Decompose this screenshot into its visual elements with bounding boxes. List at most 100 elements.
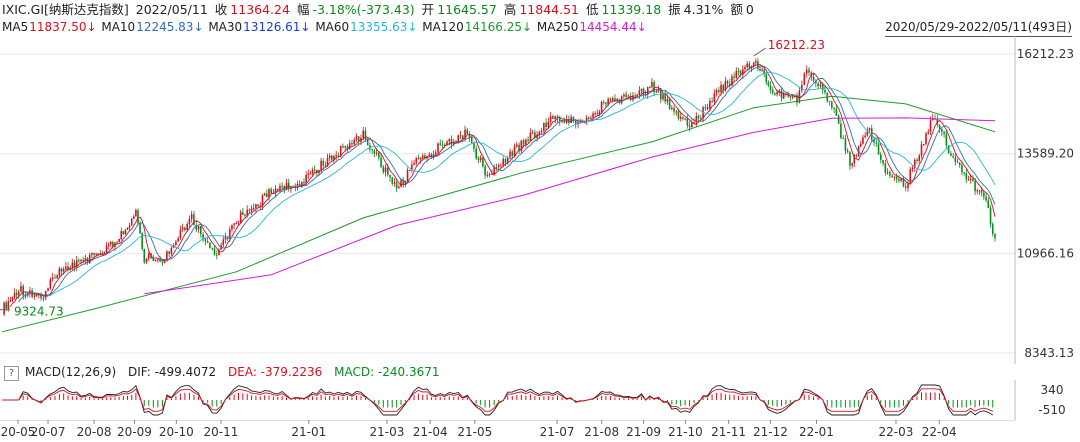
candle-body [84, 258, 87, 261]
candle-body [5, 302, 7, 309]
candle-body [511, 151, 514, 157]
candle-body [268, 189, 270, 198]
candle-body [49, 279, 52, 289]
candle-body [677, 111, 680, 119]
candle-body [242, 212, 244, 216]
macd-legend: ? MACD(12,26,9) DIF: -499.4072 DEA: -379.… [0, 364, 440, 381]
candle-body [695, 115, 698, 123]
candle-body [596, 113, 599, 115]
candle-body [411, 164, 413, 170]
candle-body [513, 146, 516, 157]
candle-body [60, 268, 63, 272]
candle-body [693, 122, 695, 124]
candle-body [65, 266, 67, 270]
candle-body [884, 163, 887, 173]
candle-body [78, 260, 80, 262]
candle-body [107, 244, 110, 246]
candle-body [380, 157, 382, 168]
candle-body [333, 156, 335, 160]
candle-body [190, 214, 193, 219]
macd-title[interactable]: MACD(12,26,9) [25, 365, 117, 379]
y-tick-label: 10966.16 [1017, 246, 1074, 260]
candle-body [33, 295, 36, 297]
candle-body [452, 142, 455, 145]
candle-body [417, 158, 420, 160]
candle-body [51, 277, 54, 280]
candle-body [796, 96, 798, 103]
candle-body [389, 174, 391, 178]
candle-body [3, 302, 5, 315]
high-label: 高 [503, 2, 517, 17]
candle-body [620, 96, 623, 104]
candle-body [594, 113, 596, 115]
candle-body [945, 134, 948, 146]
candle-body [504, 159, 507, 163]
macd-chart[interactable]: 340 -510 [0, 380, 1080, 420]
candle-body [778, 90, 781, 92]
candle-body [459, 135, 462, 137]
macd-value-label: MACD: -240.3671 [334, 365, 440, 379]
candle-body [659, 88, 662, 100]
candle-body [684, 118, 686, 120]
price-chart[interactable]: 16212.23 13589.20 10966.16 8343.13 16212.23 9… [0, 36, 1080, 364]
candle-body [974, 181, 976, 192]
quote-date: 2022/05/11 [135, 2, 208, 17]
candle-body [913, 159, 916, 168]
candle-body [351, 143, 353, 145]
candle-body [244, 215, 246, 217]
candle-body [965, 172, 968, 180]
candle-body [805, 69, 808, 74]
candle-body [126, 227, 129, 230]
candle-body [724, 81, 727, 91]
candle-body [634, 95, 636, 97]
candle-body [279, 185, 281, 191]
candle-body [69, 267, 71, 270]
candle-body [855, 155, 858, 157]
symbol-name[interactable]: IXIC.GI[纳斯达克指数] [2, 2, 129, 17]
candle-body [600, 101, 603, 112]
candle-body [446, 141, 448, 145]
candle-body [720, 84, 722, 93]
candle-body [11, 297, 14, 301]
help-icon[interactable]: ? [4, 366, 19, 381]
candle-body [534, 132, 536, 139]
ma5-line [10, 64, 996, 308]
ma10-line [18, 65, 996, 302]
candle-body [296, 184, 299, 187]
candle-body [675, 111, 678, 113]
candle-body [916, 159, 918, 161]
date-range[interactable]: 2020/05/29-2022/05/11(493日) [885, 19, 1072, 37]
candle-body [718, 90, 720, 93]
candle-body [475, 148, 477, 159]
candle-body [666, 99, 669, 102]
candle-body [638, 90, 641, 96]
candle-body [961, 165, 963, 173]
x-tick-label: 21-05 [457, 425, 492, 439]
candle-body [484, 166, 486, 176]
ma250-label: MA250 [536, 20, 579, 34]
candle-body [711, 100, 713, 102]
candle-body [141, 233, 143, 249]
candle-body [529, 132, 532, 141]
candle-body [572, 116, 575, 121]
candle-body [161, 261, 164, 263]
candle-body [765, 74, 768, 83]
candle-body [755, 61, 757, 63]
candle-body [400, 179, 402, 187]
candle-body [577, 121, 579, 125]
candle-body [477, 158, 480, 161]
candle-body [233, 223, 235, 225]
candle-body [246, 209, 248, 216]
candle-body [880, 154, 882, 160]
candle-body [864, 135, 866, 138]
candle-body [636, 95, 639, 97]
close-label: 收 [214, 2, 228, 17]
candle-body [250, 208, 253, 211]
candle-body [682, 116, 684, 119]
candle-body [713, 93, 716, 102]
candle-body [776, 91, 778, 95]
candle-body [322, 160, 325, 166]
candle-body [531, 132, 534, 134]
candle-body [213, 248, 216, 255]
